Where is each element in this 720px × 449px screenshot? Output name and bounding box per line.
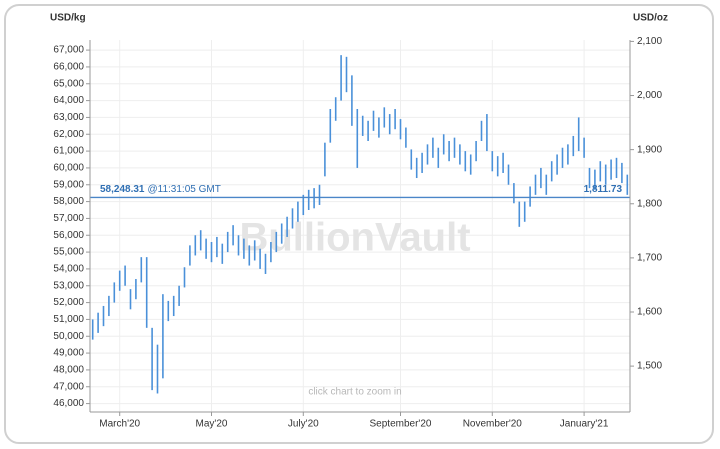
y-tick-label: 53,000 [53, 280, 84, 291]
y-tick-label: 57,000 [53, 213, 84, 224]
y-tick-label: 51,000 [53, 314, 84, 325]
y-tick-label: 65,000 [53, 78, 84, 89]
y-tick-label: 49,000 [53, 348, 84, 359]
y2-tick-label: 1,700 [637, 253, 662, 264]
x-tick-label: May'20 [196, 419, 228, 430]
x-tick-label: September'20 [370, 419, 432, 430]
y-tick-label: 62,000 [53, 129, 84, 140]
y-tick-label: 52,000 [53, 297, 84, 308]
current-price-oz-label: 1,811.73 [584, 184, 623, 195]
current-time-label: @11:31:05 GMT [148, 184, 221, 195]
x-tick-label: January'21 [560, 419, 609, 430]
card [4, 4, 714, 444]
x-tick-label: March'20 [99, 419, 140, 430]
marks: 58,248.31 @11:31:05 GMT 1,811.73 [90, 55, 630, 394]
y2-axis-title: USD/oz [633, 13, 668, 24]
y2-tick-label: 1,800 [637, 198, 662, 209]
watermark: BullionVault [239, 216, 470, 260]
y2-tick-label: 2,100 [637, 36, 662, 47]
y-tick-label: 66,000 [53, 62, 84, 73]
y-tick-label: 55,000 [53, 247, 84, 258]
y-axis-title: USD/kg [50, 13, 86, 24]
y-tick-label: 61,000 [53, 146, 84, 157]
x-tick-label: November'20 [463, 419, 523, 430]
y2-tick-label: 1,600 [637, 307, 662, 318]
y2-tick-label: 2,000 [637, 90, 662, 101]
y-tick-label: 56,000 [53, 230, 84, 241]
y-tick-label: 63,000 [53, 112, 84, 123]
y-tick-label: 58,000 [53, 196, 84, 207]
x-tick-label: July'20 [288, 419, 319, 430]
grid [90, 40, 630, 412]
y-tick-label: 48,000 [53, 365, 84, 376]
current-price-label: 58,248.31 [100, 184, 145, 195]
y-tick-label: 47,000 [53, 381, 84, 392]
axes: 46,000 47,000 48,000 49,000 50,000 51,000 52,0… [53, 36, 662, 430]
y2-tick-label: 1,500 [637, 361, 662, 372]
y2-tick-label: 1,900 [637, 144, 662, 155]
zoom-hint: click chart to zoom in [308, 387, 401, 398]
y-tick-label: 60,000 [53, 163, 84, 174]
y-tick-label: 67,000 [53, 45, 84, 56]
y-tick-label: 50,000 [53, 331, 84, 342]
y-tick-label: 59,000 [53, 179, 84, 190]
y-tick-label: 46,000 [53, 398, 84, 409]
y-tick-label: 54,000 [53, 264, 84, 275]
y-tick-label: 64,000 [53, 95, 84, 106]
